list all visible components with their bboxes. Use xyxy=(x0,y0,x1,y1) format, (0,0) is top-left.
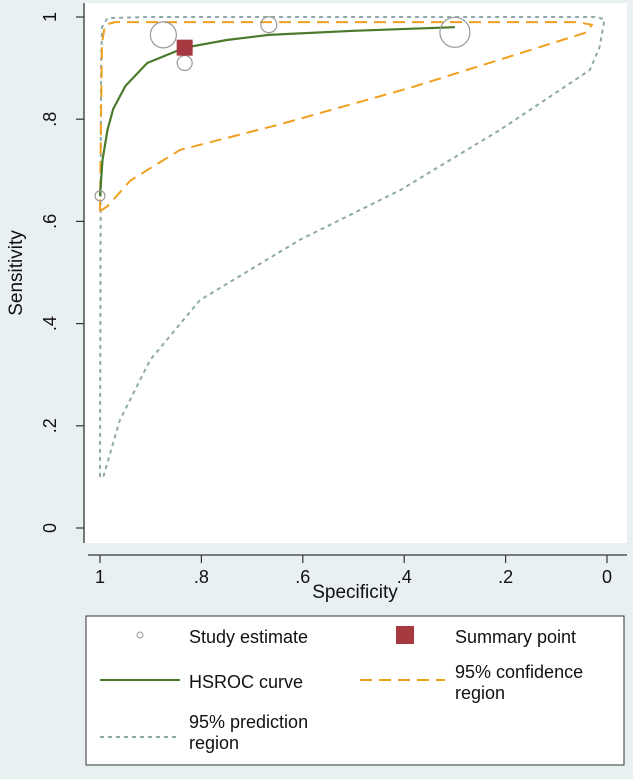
confidence-region xyxy=(99,21,594,213)
x-axis-ticks: 1 .8 .6 .4 .2 0 xyxy=(95,555,612,587)
legend-study-label: Study estimate xyxy=(189,627,308,647)
legend-confidence-line1: 95% confidence xyxy=(455,662,583,682)
y-axis-ticks: 0 .2 .4 .6 .8 1 xyxy=(40,12,84,533)
y-tick-label: .4 xyxy=(40,316,60,331)
legend-box xyxy=(85,615,625,766)
legend-study-symbol xyxy=(136,631,144,639)
prediction-region-path xyxy=(99,16,606,480)
x-axis-label: Specificity xyxy=(312,582,398,603)
y-tick-label: 1 xyxy=(40,12,60,22)
y-tick-label: .8 xyxy=(40,112,60,127)
y-tick-label: .2 xyxy=(40,418,60,433)
legend-confidence-line2: region xyxy=(455,683,505,703)
y-axis-label: Sensitivity xyxy=(6,230,27,316)
x-tick-label: .6 xyxy=(295,567,310,587)
legend: Study estimate Summary point HSROC curve… xyxy=(85,615,625,766)
legend-confidence-label: 95% confidence region xyxy=(455,662,588,703)
study-estimate-point-2 xyxy=(149,21,177,49)
summary-point xyxy=(176,39,193,56)
legend-prediction-line2: region xyxy=(189,733,239,753)
study-estimate-point-5 xyxy=(439,16,471,48)
study-estimate-point-1 xyxy=(94,190,106,202)
x-tick-label: 1 xyxy=(95,567,105,587)
hsroc-curve xyxy=(98,26,455,196)
prediction-region xyxy=(99,16,606,480)
summary-point-marker xyxy=(176,39,193,56)
legend-summary-label: Summary point xyxy=(455,627,576,647)
y-tick-label: 0 xyxy=(40,523,60,533)
x-tick-label: .4 xyxy=(397,567,412,587)
x-tick-label: .8 xyxy=(194,567,209,587)
confidence-region-path xyxy=(99,21,594,213)
plot-region xyxy=(84,3,627,543)
y-tick-label: .6 xyxy=(40,214,60,229)
x-tick-label: .2 xyxy=(498,567,513,587)
study-estimate-point-4 xyxy=(260,16,278,34)
legend-hsroc-label: HSROC curve xyxy=(189,672,303,692)
x-tick-label: 0 xyxy=(602,567,612,587)
legend-summary-symbol xyxy=(396,626,414,644)
legend-prediction-label: 95% prediction region xyxy=(189,712,313,753)
hsroc-curve-path xyxy=(98,26,455,196)
legend-prediction-line1: 95% prediction xyxy=(189,712,308,732)
